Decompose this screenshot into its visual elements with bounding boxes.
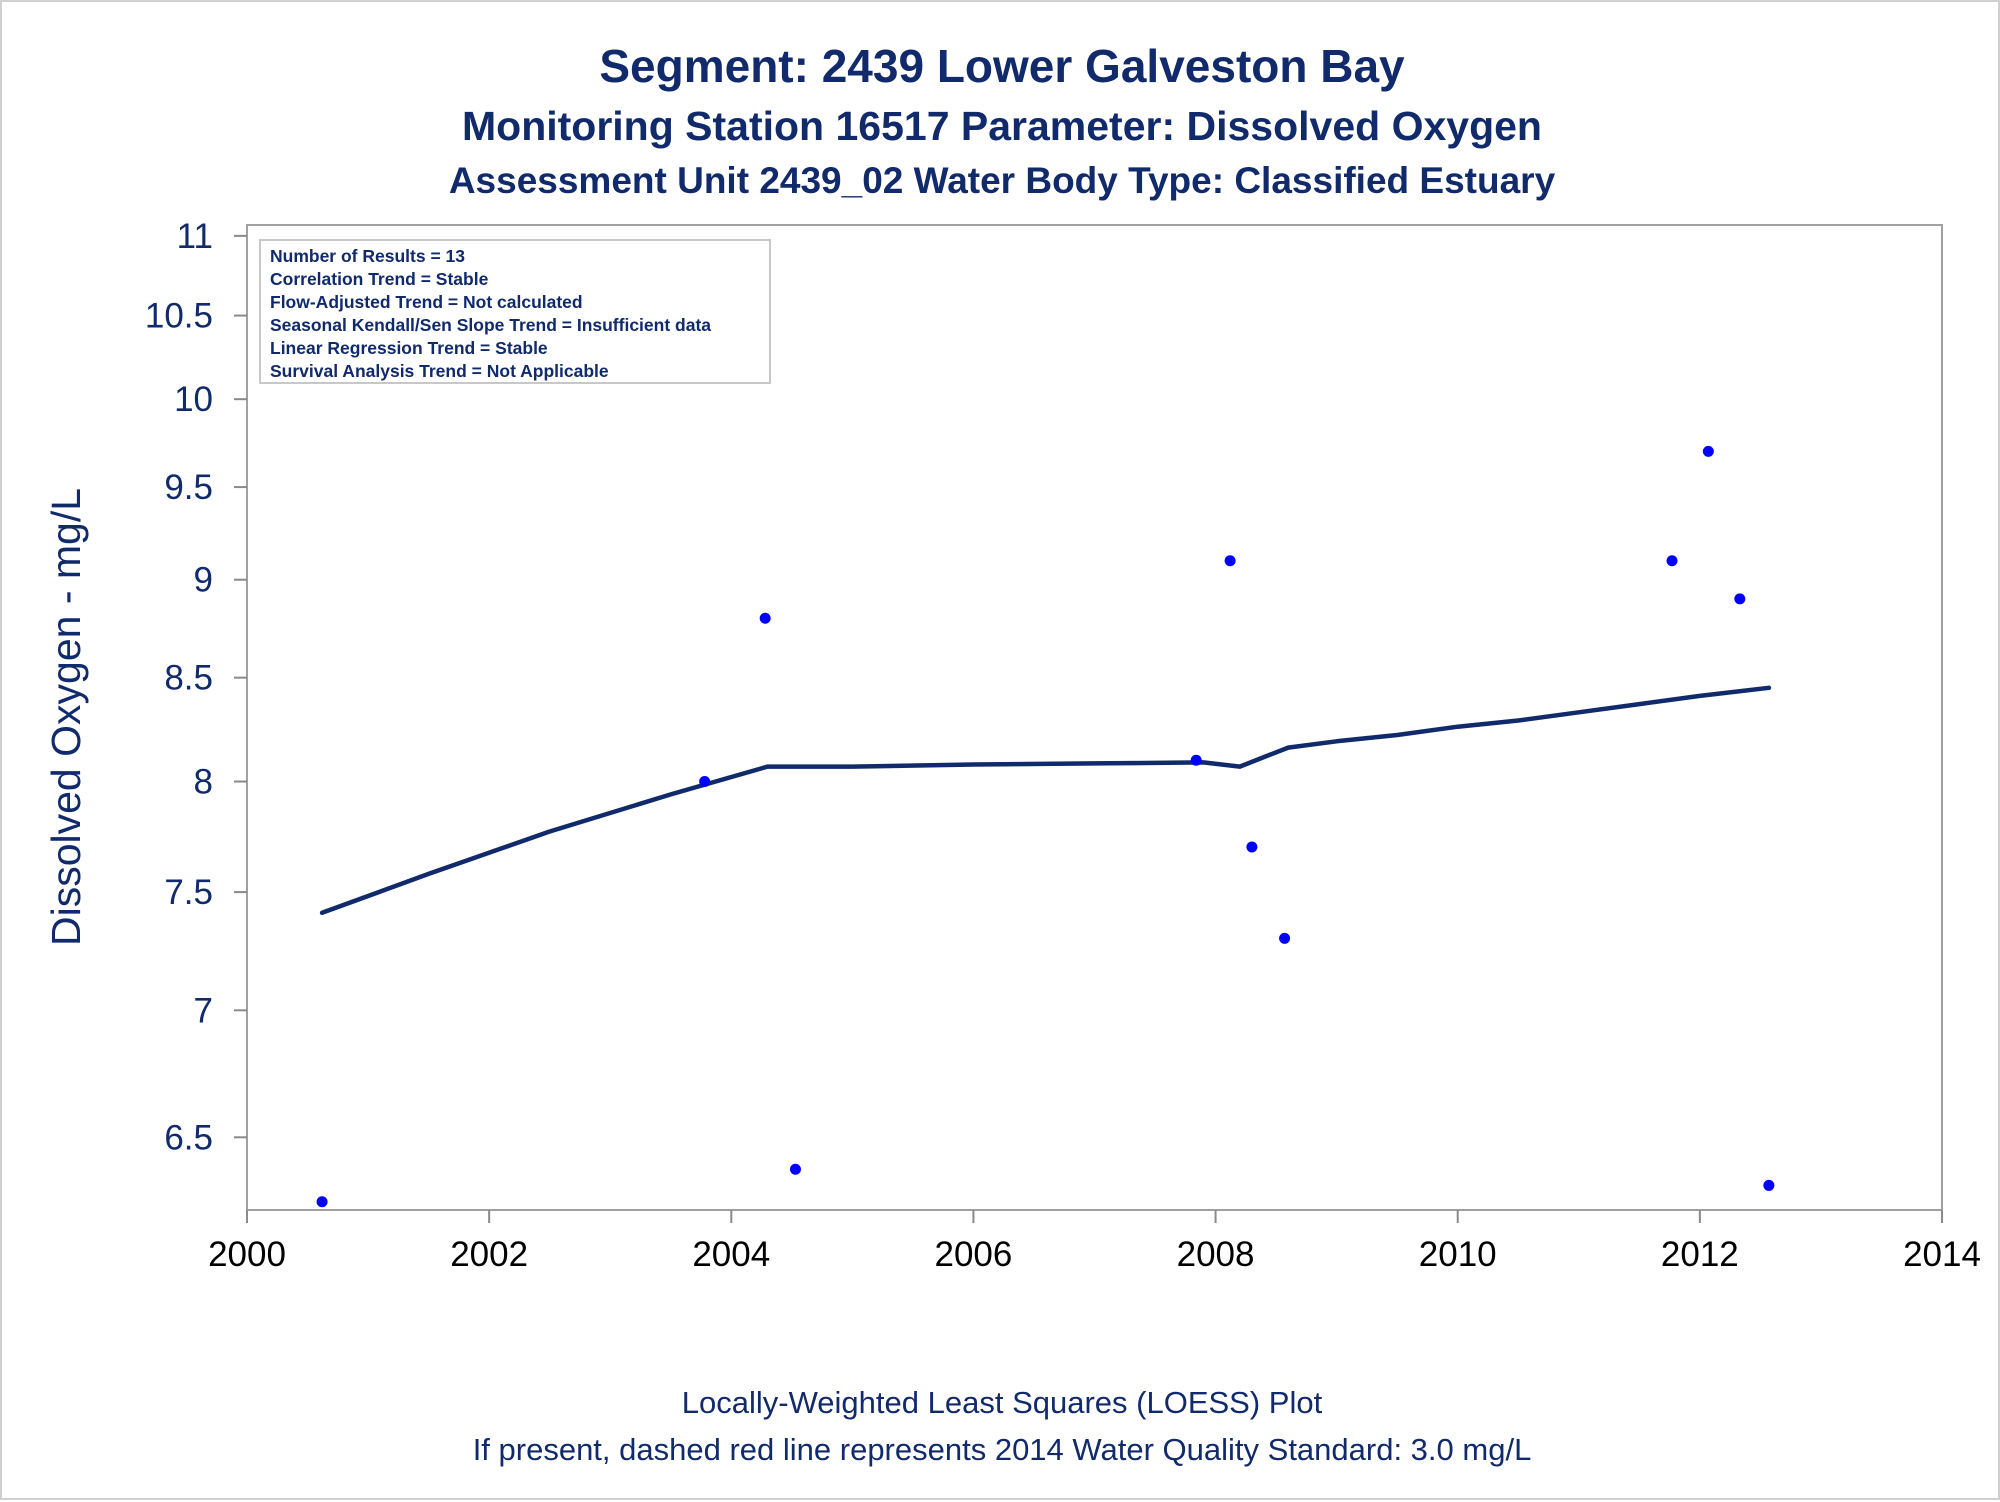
x-tick-label: 2008 [1177,1235,1255,1274]
footnote-1: Locally-Weighted Least Squares (LOESS) P… [682,1385,1323,1420]
y-tick-label: 10 [174,380,213,419]
y-tick-label: 10.5 [145,297,213,336]
footnote-2: If present, dashed red line represents 2… [473,1432,1532,1467]
y-tick-label: 8 [194,763,213,802]
stats-legend-line: Number of Results = 13 [270,246,465,266]
data-point [1246,841,1258,853]
stats-legend-line: Seasonal Kendall/Sen Slope Trend = Insuf… [270,315,711,335]
y-tick-label: 6.5 [164,1118,213,1157]
y-tick-label: 7.5 [164,873,213,912]
loess-curve [319,685,1772,916]
stats-legend-line: Correlation Trend = Stable [270,269,489,289]
stats-legend-line: Flow-Adjusted Trend = Not calculated [270,292,583,312]
plot-area [246,224,1943,1211]
data-point [1763,1179,1775,1191]
y-axis-label: Dissolved Oxygen - mg/L [43,488,89,946]
y-tick-label: 9.5 [164,468,213,507]
y-axis: 6.5 7 7.5 8 8.5 9 9.5 10 10.5 11 [145,217,247,1157]
data-point [759,612,771,624]
data-point [699,776,711,788]
x-tick-label: 2002 [450,1235,528,1274]
stats-legend-line: Survival Analysis Trend = Not Applicable [270,361,609,381]
chart-subtitle-2: Assessment Unit 2439_02 Water Body Type:… [449,160,1556,201]
chart-subtitle: Monitoring Station 16517 Parameter: Diss… [462,103,1542,149]
x-tick-label: 2014 [1903,1235,1981,1274]
x-tick-label: 2010 [1419,1235,1497,1274]
data-point [316,1196,328,1208]
data-point [1666,555,1678,567]
series-layer [316,246,1775,1208]
data-point [1190,754,1202,766]
data-point [1734,593,1746,605]
x-tick-label: 2004 [692,1235,770,1274]
stats-legend-box: Number of Results = 13 Correlation Trend … [259,239,771,384]
x-tick-label: 2012 [1661,1235,1739,1274]
y-tick-label: 7 [194,991,213,1030]
y-tick-label: 9 [194,561,213,600]
stats-legend-line: Linear Regression Trend = Stable [270,338,548,358]
x-axis: 2000 2002 2004 2006 2008 2010 2012 2014 [208,1210,1981,1274]
stats-legend-frame [259,239,771,384]
data-point [1224,555,1236,567]
chart-title: Segment: 2439 Lower Galveston Bay [599,40,1405,92]
x-tick-label: 2000 [208,1235,286,1274]
x-tick-label: 2006 [934,1235,1012,1274]
y-tick-label: 11 [177,217,213,256]
y-tick-label: 8.5 [164,659,213,698]
data-point [1279,932,1291,944]
data-point [1702,445,1714,457]
data-point [789,1163,801,1175]
